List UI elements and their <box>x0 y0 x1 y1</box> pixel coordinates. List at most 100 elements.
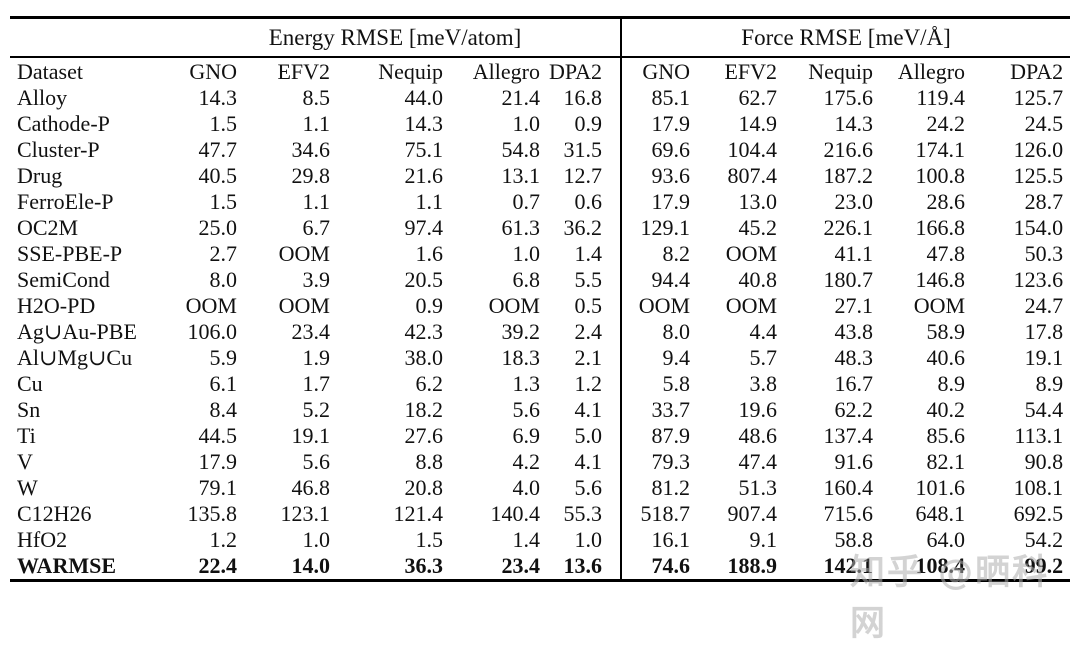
force-value-cell: 41.1 <box>834 241 874 266</box>
force-value-cell: 907.4 <box>727 501 778 526</box>
force-value-cell: 119.4 <box>916 85 966 110</box>
force-value-cell: OOM <box>725 293 778 318</box>
dataset-cell: HfO2 <box>17 527 68 552</box>
energy-value-cell: 21.6 <box>404 163 444 188</box>
energy-value-cell: 6.2 <box>415 371 444 396</box>
energy-value-cell: 8.5 <box>302 85 331 110</box>
energy-value-cell: 6.8 <box>512 267 541 292</box>
energy-value-cell: 4.0 <box>512 475 541 500</box>
force-value-cell: 19.1 <box>1024 345 1064 370</box>
energy-value-cell: 23.4 <box>501 553 541 578</box>
dataset-cell: Al∪Mg∪Cu <box>17 345 133 370</box>
force-value-cell: 54.2 <box>1024 527 1064 552</box>
force-value-cell: 16.1 <box>620 527 691 553</box>
energy-efv2-header: EFV2 <box>277 58 330 84</box>
energy-value-cell: 6.7 <box>302 215 331 240</box>
energy-value-cell: 18.2 <box>404 397 444 422</box>
force-value-cell: 85.1 <box>620 85 691 111</box>
energy-value-cell: 54.8 <box>501 137 541 162</box>
force-value-cell: 58.9 <box>926 319 966 344</box>
energy-value-cell: 1.1 <box>302 189 331 214</box>
energy-value-cell: 135.8 <box>187 501 238 526</box>
table-row: Cluster-P 47.7 34.6 75.1 54.8 31.5 69.6 104.4 21… <box>10 137 1070 163</box>
force-group-header: Force RMSE [meV/Å] <box>620 17 1071 58</box>
table-row: FerroEle-P 1.5 1.1 1.1 0.7 0.6 17.9 13.0 23.0 28.… <box>10 189 1070 215</box>
energy-value-cell: 27.6 <box>404 423 444 448</box>
force-value-cell: 48.6 <box>738 423 778 448</box>
energy-value-cell: 1.5 <box>209 189 238 214</box>
force-value-cell: 188.9 <box>727 553 778 578</box>
force-value-cell: 93.6 <box>620 163 691 189</box>
table-row: Alloy 14.3 8.5 44.0 21.4 16.8 85.1 62.7 175.6 119… <box>10 85 1070 111</box>
energy-value-cell: 17.9 <box>198 449 238 474</box>
energy-value-cell: 46.8 <box>291 475 331 500</box>
force-value-cell: 24.5 <box>1024 111 1064 136</box>
energy-value-cell: 5.9 <box>209 345 238 370</box>
energy-value-cell: 44.0 <box>404 85 444 110</box>
force-value-cell: 69.6 <box>620 137 691 163</box>
force-value-cell: 82.1 <box>926 449 966 474</box>
energy-value-cell: 39.2 <box>501 319 541 344</box>
force-value-cell: 28.6 <box>926 189 966 214</box>
table-row: HfO2 1.2 1.0 1.5 1.4 1.0 16.1 9.1 58.8 64.0 54.2 <box>10 527 1070 553</box>
force-value-cell: 5.7 <box>749 345 778 370</box>
force-value-cell: 125.7 <box>1013 85 1064 110</box>
energy-value-cell: 79.1 <box>198 475 238 500</box>
energy-value-cell: 20.8 <box>404 475 444 500</box>
group-header-row: Energy RMSE [meV/atom] Force RMSE [meV/Å… <box>10 17 1071 58</box>
force-value-cell: 58.8 <box>834 527 874 552</box>
force-value-cell: 40.2 <box>926 397 966 422</box>
force-value-cell: 187.2 <box>823 163 874 188</box>
energy-value-cell: 2.4 <box>574 319 603 344</box>
table-row: Sn 8.4 5.2 18.2 5.6 4.1 33.7 19.6 62.2 40.2 54.4 <box>10 397 1070 423</box>
force-value-cell: 24.7 <box>1024 293 1064 318</box>
energy-value-cell: 42.3 <box>404 319 444 344</box>
energy-value-cell: 0.5 <box>574 293 603 318</box>
energy-value-cell: 1.5 <box>415 527 444 552</box>
dataset-cell: SemiCond <box>17 267 110 292</box>
force-value-cell: 51.3 <box>738 475 778 500</box>
force-value-cell: 13.0 <box>738 189 778 214</box>
force-value-cell: 40.6 <box>926 345 966 370</box>
force-value-cell: 113.1 <box>1014 423 1064 448</box>
force-value-cell: 28.7 <box>1024 189 1064 214</box>
force-value-cell: 91.6 <box>834 449 874 474</box>
energy-value-cell: 55.3 <box>563 501 603 526</box>
dataset-cell: V <box>17 449 33 474</box>
force-value-cell: 8.9 <box>937 371 966 396</box>
force-value-cell: 48.3 <box>834 345 874 370</box>
force-efv2-header: EFV2 <box>724 58 778 84</box>
energy-value-cell: 47.7 <box>198 137 238 162</box>
force-value-cell: 85.6 <box>926 423 966 448</box>
energy-value-cell: OOM <box>488 293 540 318</box>
force-value-cell: 14.3 <box>834 111 874 136</box>
energy-value-cell: 8.0 <box>209 267 238 292</box>
force-value-cell: OOM <box>620 293 691 319</box>
table-row: SSE-PBE-P 2.7 OOM 1.6 1.0 1.4 8.2 OOM 41.1 47.8 50… <box>10 241 1070 267</box>
energy-value-cell: 38.0 <box>404 345 444 370</box>
force-value-cell: 43.8 <box>834 319 874 344</box>
energy-value-cell: 2.1 <box>574 345 603 370</box>
table-row: Cu 6.1 1.7 6.2 1.3 1.2 5.8 3.8 16.7 8.9 8.9 <box>10 371 1070 397</box>
energy-value-cell: 1.3 <box>512 371 541 396</box>
force-value-cell: 90.8 <box>1024 449 1064 474</box>
energy-value-cell: 21.4 <box>501 85 541 110</box>
corner-cell <box>10 17 170 58</box>
energy-value-cell: 14.0 <box>291 553 331 578</box>
force-value-cell: 27.1 <box>834 293 874 318</box>
force-value-cell: 160.4 <box>823 475 874 500</box>
force-value-cell: 9.1 <box>749 527 778 552</box>
energy-value-cell: 8.8 <box>415 449 444 474</box>
force-value-cell: 81.2 <box>620 475 691 501</box>
dataset-cell: W <box>17 475 38 500</box>
energy-value-cell: 29.8 <box>291 163 331 188</box>
force-value-cell: 33.7 <box>620 397 691 423</box>
energy-value-cell: 1.4 <box>512 527 541 552</box>
energy-value-cell: 23.4 <box>291 319 331 344</box>
force-value-cell: 64.0 <box>926 527 966 552</box>
table-row: V 17.9 5.6 8.8 4.2 4.1 79.3 47.4 91.6 82.1 90.8 <box>10 449 1070 475</box>
force-value-cell: 94.4 <box>620 267 691 293</box>
energy-gno-header: GNO <box>189 58 237 84</box>
energy-value-cell: 1.4 <box>574 241 603 266</box>
table-row: C12H26 135.8 123.1 121.4 140.4 55.3 518.7 907.4… <box>10 501 1070 527</box>
